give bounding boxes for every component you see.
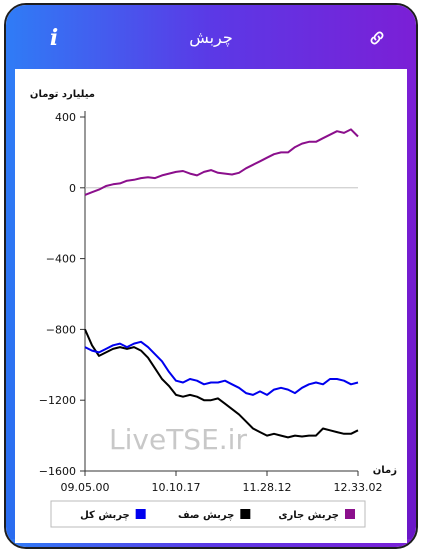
legend-swatch [240,509,251,519]
legend: چربش جاری چربش صف چربش کل [50,500,366,528]
info-icon[interactable]: i [49,25,59,51]
x-tick-label: 12.33.02 [334,481,383,494]
legend-swatch [345,509,355,519]
y-tick-label: −400 [46,253,76,266]
line-chart: میلیارد تومان زمان LiveTSE.ir 400 0 −400 −8… [30,89,397,528]
series-line-3 [84,340,359,396]
legend-label: چربش صف [178,510,234,521]
series-line-1 [84,128,359,196]
legend-label: چربش کل [80,510,130,521]
header-bar: i چربش [6,5,416,69]
y-tick-label: −800 [46,323,76,336]
chart-card: i چربش میلیارد تومان زمان LiveTSE.ir 400… [4,3,418,549]
link-icon[interactable] [368,29,386,47]
legend-label: چربش جاری [278,510,339,521]
plot-area: میلیارد تومان زمان LiveTSE.ir 400 0 −400 −8… [15,69,407,543]
legend-swatch [135,509,146,519]
x-tick-label: 10.10.17 [152,481,201,494]
right-border-strip [407,69,416,547]
series-line-2 [84,328,359,439]
x-tick-label: 09.05.00 [61,481,110,494]
y-axis-label: میلیارد تومان [30,89,95,100]
bottom-border-strip [6,539,416,547]
y-tick-label: 400 [55,111,76,124]
y-tick-label: 0 [69,182,76,195]
y-tick-label: −1200 [39,394,76,407]
watermark: LiveTSE.ir [109,423,247,456]
y-tick-label: −1600 [39,465,76,478]
legend-box [50,500,366,528]
series-layer [84,128,359,439]
x-axis-label: زمان [373,465,397,476]
left-border-strip [6,69,15,547]
page-title: چربش [189,28,233,47]
x-tick-label: 11.28.12 [243,481,292,494]
axes: 400 0 −400 −800 −1200 −1600 09.05.00 10.10.17 11… [39,111,383,494]
